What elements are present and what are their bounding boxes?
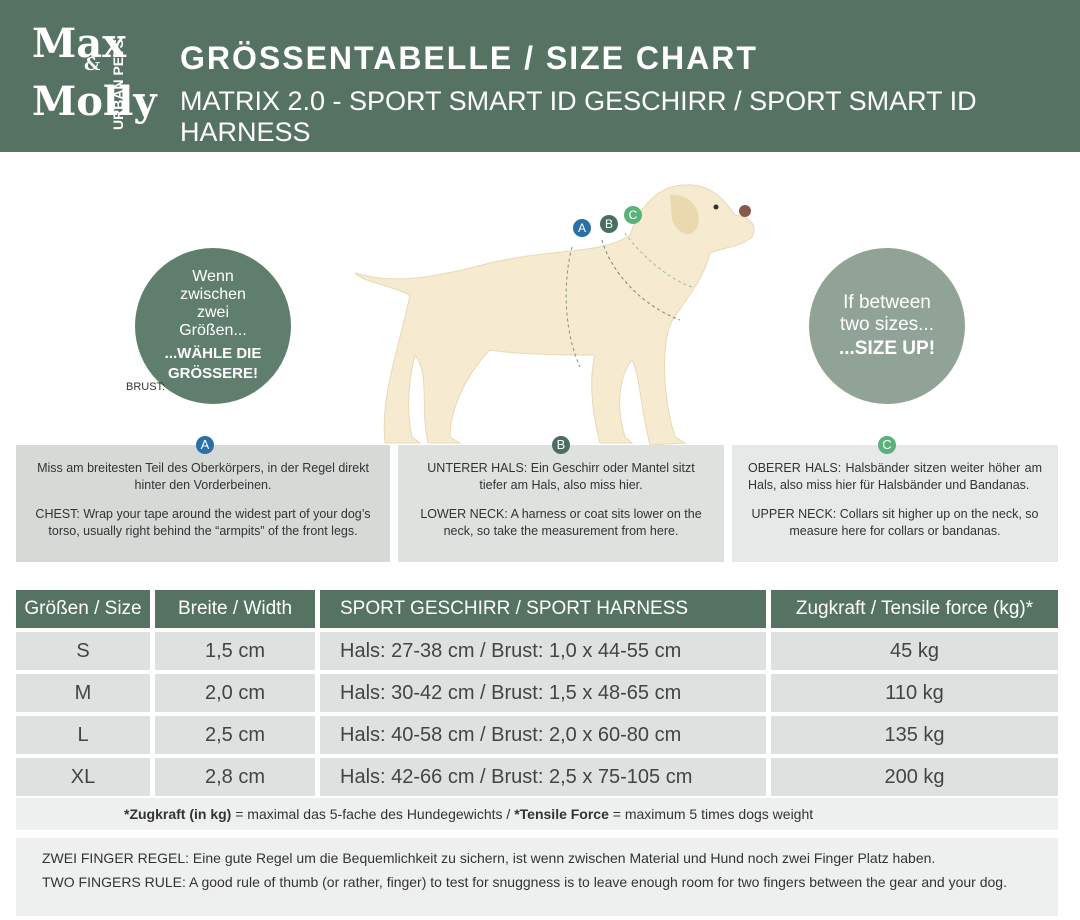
rule-text: Eine gute Regel um die Bequemlichkeit zu… bbox=[192, 850, 936, 866]
panel-en: LOWER NECK: A harness or coat sits lower… bbox=[420, 507, 702, 538]
footnote-text: = maximum 5 times dogs weight bbox=[608, 806, 814, 822]
subtitle: MATRIX 2.0 - SPORT SMART ID GESCHIRR / S… bbox=[180, 86, 977, 147]
chest-label: BRUST: bbox=[126, 381, 166, 393]
table-cell: 2,0 cm bbox=[155, 674, 315, 712]
panel-de-text: Ein Geschirr oder Mantel sitzt tiefer am… bbox=[479, 461, 695, 492]
footnote-text: = maximal das 5-fache des Hundegewichts … bbox=[231, 806, 515, 822]
upper-neck-line bbox=[624, 232, 693, 288]
marker-circle bbox=[573, 219, 591, 237]
bubble-text: If between two sizes... bbox=[840, 292, 934, 335]
footnote-term: *Zugkraft (in kg) bbox=[124, 806, 232, 822]
bubble-text: Wenn zwischen zwei Größen... bbox=[179, 268, 247, 339]
dog-body bbox=[354, 184, 755, 446]
marker-label: A bbox=[578, 221, 586, 235]
table-cell: 45 kg bbox=[771, 632, 1058, 670]
rules-box: ZWEI FINGER REGEL: Eine gute Regel um di… bbox=[16, 838, 1058, 916]
rule-label: TWO FINGERS RULE: bbox=[42, 874, 186, 890]
marker-label: C bbox=[629, 208, 638, 222]
footnote: *Zugkraft (in kg) = maximal das 5-fache … bbox=[16, 798, 1058, 830]
table-cell: Hals: 27-38 cm / Brust: 1,0 x 44-55 cm bbox=[320, 632, 766, 670]
table-cell: Hals: 30-42 cm / Brust: 1,5 x 48-65 cm bbox=[320, 674, 766, 712]
rule: TWO FINGERS RULE: A good rule of thumb (… bbox=[42, 874, 1058, 890]
table-cell: L bbox=[16, 716, 150, 754]
table-cell: Hals: 40-58 cm / Brust: 2,0 x 60-80 cm bbox=[320, 716, 766, 754]
dog-eye bbox=[713, 204, 719, 210]
bubble-emphasis: ...WÄHLE DIE GRÖSSERE! bbox=[164, 345, 262, 382]
panel-en: UPPER NECK: Collars sit higher up on the… bbox=[751, 507, 1039, 538]
table-cell: Hals: 42-66 cm / Brust: 2,5 x 75-105 cm bbox=[320, 758, 766, 796]
table-cell: XL bbox=[16, 758, 150, 796]
panel-de-label: UNTERER HALS: bbox=[427, 461, 528, 475]
bubble-right: If between two sizes... ...SIZE UP! bbox=[809, 248, 965, 404]
rule-text: A good rule of thumb (or rather, finger)… bbox=[189, 874, 1007, 890]
table-cell: 135 kg bbox=[771, 716, 1058, 754]
table-cell: 200 kg bbox=[771, 758, 1058, 796]
marker-label: B bbox=[605, 217, 613, 231]
panel-de-label: OBERER HALS: bbox=[748, 461, 842, 475]
logo-ampersand: & bbox=[84, 54, 101, 75]
panel-en: CHEST: Wrap your tape around the widest … bbox=[35, 507, 371, 538]
table-cell: M bbox=[16, 674, 150, 712]
table-cell: 2,8 cm bbox=[155, 758, 315, 796]
marker-circle bbox=[600, 215, 618, 233]
rule-label: ZWEI FINGER REGEL: bbox=[42, 850, 190, 866]
bubble-emphasis: ...SIZE UP! bbox=[838, 338, 936, 359]
panel-de: Miss am breitesten Teil des Oberkörpers,… bbox=[32, 460, 374, 494]
table-header: Zugkraft / Tensile force (kg)* bbox=[771, 590, 1058, 628]
rule: ZWEI FINGER REGEL: Eine gute Regel um di… bbox=[42, 850, 1058, 866]
panel-letter: C bbox=[878, 436, 896, 454]
dog-illustration: A B C bbox=[354, 184, 755, 446]
table-cell: 1,5 cm bbox=[155, 632, 315, 670]
panel-de-text: Halsbänder sitzen weiter höher am Hals, … bbox=[748, 461, 1042, 492]
panel: A Miss am breitesten Teil des Oberkörper… bbox=[16, 436, 390, 562]
dog-nose bbox=[739, 205, 751, 217]
table-header: Größen / Size bbox=[16, 590, 150, 628]
footnote-term: *Tensile Force bbox=[514, 806, 609, 822]
panel: C OBERER HALS: Halsbänder sitzen weiter … bbox=[732, 436, 1058, 562]
dog-ear bbox=[670, 194, 699, 235]
title: GRÖSSENTABELLE / SIZE CHART bbox=[180, 40, 758, 76]
panel-letter: A bbox=[196, 436, 214, 454]
chest-line bbox=[565, 246, 581, 368]
table-cell: 110 kg bbox=[771, 674, 1058, 712]
logo-tagline: URBAN PETS bbox=[110, 38, 126, 130]
panel-de: OBERER HALS: Halsbänder sitzen weiter hö… bbox=[748, 460, 1042, 494]
logo-top: Max bbox=[32, 20, 127, 67]
marker-circle bbox=[624, 206, 642, 224]
table-cell: S bbox=[16, 632, 150, 670]
panel-de: UNTERER HALS: Ein Geschirr oder Mantel s… bbox=[414, 460, 708, 494]
header-band: Max & Molly URBAN PETS GRÖSSENTABELLE / … bbox=[0, 0, 1080, 152]
panel: B UNTERER HALS: Ein Geschirr oder Mantel… bbox=[398, 436, 724, 562]
table-cell: 2,5 cm bbox=[155, 716, 315, 754]
panel-letter: B bbox=[552, 436, 570, 454]
lower-neck-line bbox=[601, 239, 681, 321]
table-header: Breite / Width bbox=[155, 590, 315, 628]
bubble-left: Wenn zwischen zwei Größen... ...WÄHLE DI… bbox=[135, 248, 291, 404]
logo-bottom: Molly bbox=[32, 78, 157, 125]
table-header: SPORT GESCHIRR / SPORT HARNESS bbox=[320, 590, 766, 628]
panel-de-text: Miss am breitesten Teil des Oberkörpers,… bbox=[37, 461, 369, 492]
